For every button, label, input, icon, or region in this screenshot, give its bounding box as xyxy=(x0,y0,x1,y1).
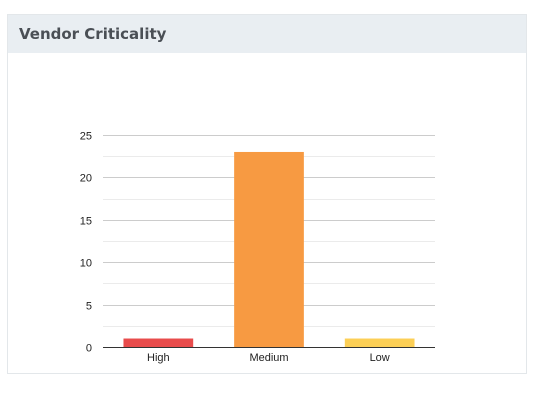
y-tick-label: 25 xyxy=(80,131,92,143)
y-tick-label: 10 xyxy=(80,258,92,270)
bar-medium[interactable] xyxy=(234,151,304,347)
x-tick-label: Low xyxy=(370,352,390,364)
card-header: Vendor Criticality xyxy=(8,15,526,53)
bar-chart: 0 5 10 15 20 25 High Medium Low xyxy=(80,131,435,364)
y-tick-label: 5 xyxy=(86,301,92,313)
y-tick-label: 0 xyxy=(86,343,92,355)
y-tick-label: 20 xyxy=(80,173,92,185)
card-title: Vendor Criticality xyxy=(19,25,167,43)
chart-area: 0 5 10 15 20 25 High Medium Low xyxy=(8,53,526,373)
bar-low[interactable] xyxy=(344,338,415,347)
vendor-criticality-card: Vendor Criticality 0 5 10 15 20 25 High Medium L… xyxy=(7,14,527,374)
y-tick-label: 15 xyxy=(80,216,92,228)
x-tick-label: Medium xyxy=(249,352,288,364)
x-tick-label: High xyxy=(147,352,170,364)
bar-high[interactable] xyxy=(123,338,194,347)
